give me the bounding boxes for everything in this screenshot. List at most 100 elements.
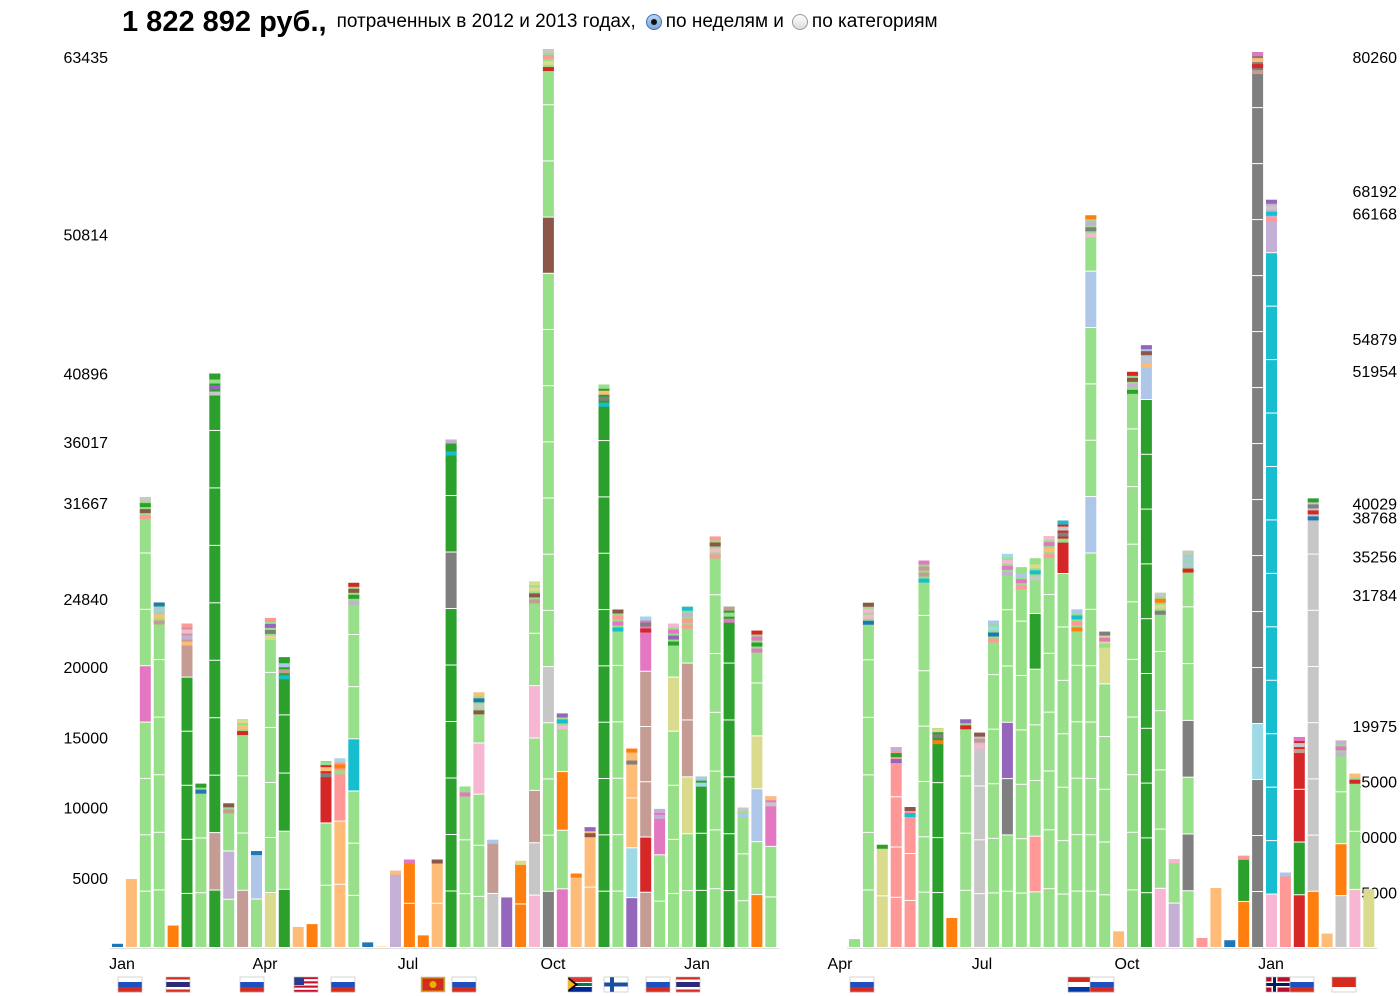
week-bar[interactable] [153, 602, 165, 947]
week-bar[interactable] [1293, 737, 1305, 947]
week-bar[interactable] [529, 581, 540, 947]
week-bar[interactable] [960, 719, 972, 947]
week-bar[interactable] [612, 609, 624, 947]
radio-categories-indicator[interactable] [791, 14, 808, 30]
week-bar[interactable] [570, 873, 582, 947]
radio-by-weeks[interactable]: по неделям и [645, 11, 784, 33]
week-bar[interactable] [139, 497, 151, 947]
week-bar[interactable] [1363, 889, 1375, 947]
week-bar[interactable] [723, 606, 735, 947]
week-bar[interactable] [584, 827, 596, 947]
bar-segment [695, 890, 707, 947]
week-bar[interactable] [598, 384, 610, 947]
week-bar[interactable] [918, 560, 930, 947]
week-bar[interactable] [417, 935, 429, 947]
week-bar[interactable] [1182, 550, 1194, 947]
week-bar[interactable] [681, 606, 693, 947]
week-bar[interactable] [988, 620, 999, 947]
week-bar[interactable] [251, 851, 262, 947]
bar-segment [1127, 429, 1138, 487]
week-bar[interactable] [654, 808, 666, 947]
week-bar[interactable] [1168, 859, 1180, 947]
week-bar[interactable] [1252, 52, 1264, 947]
week-bar[interactable] [431, 859, 443, 947]
week-bar[interactable] [334, 758, 346, 947]
bar-segment [362, 942, 374, 947]
week-bar[interactable] [1196, 938, 1208, 947]
week-bar[interactable] [668, 623, 679, 947]
week-bar[interactable] [1099, 631, 1111, 947]
week-bar[interactable] [542, 49, 554, 947]
week-bar[interactable] [974, 732, 986, 947]
week-bar[interactable] [1057, 520, 1069, 947]
week-bar[interactable] [195, 783, 207, 947]
week-bar[interactable] [1238, 855, 1250, 947]
week-bar[interactable] [1266, 199, 1277, 947]
bar-segment [209, 545, 221, 603]
week-bar[interactable] [946, 918, 958, 947]
week-bar[interactable] [501, 897, 513, 947]
week-bar[interactable] [167, 925, 179, 947]
week-bar[interactable] [1015, 567, 1027, 947]
week-bar[interactable] [237, 719, 249, 947]
week-bar[interactable] [306, 924, 318, 947]
week-bar[interactable] [348, 582, 360, 947]
week-bar[interactable] [640, 616, 652, 947]
bar-segment [932, 893, 944, 947]
week-bar[interactable] [737, 807, 749, 947]
week-bar[interactable] [125, 879, 137, 947]
week-bar[interactable] [1071, 609, 1083, 947]
week-bar[interactable] [1043, 536, 1055, 947]
week-bar[interactable] [1307, 498, 1319, 947]
week-bar[interactable] [1224, 940, 1236, 947]
radio-by-categories[interactable]: по категориям [791, 11, 938, 33]
week-bar[interactable] [320, 761, 332, 947]
bar-segment [1266, 466, 1277, 520]
week-bar[interactable] [751, 630, 763, 947]
week-bar[interactable] [1001, 553, 1013, 947]
week-bar[interactable] [473, 692, 485, 947]
week-bar[interactable] [932, 728, 944, 947]
week-bar[interactable] [1154, 592, 1166, 947]
week-bar[interactable] [890, 747, 902, 947]
week-bar[interactable] [264, 617, 276, 947]
week-bar[interactable] [223, 803, 235, 947]
week-bar[interactable] [1140, 345, 1152, 947]
week-bar[interactable] [1321, 933, 1333, 947]
week-bar[interactable] [209, 373, 221, 947]
week-bar[interactable] [695, 776, 707, 947]
radio-weeks-indicator[interactable] [645, 14, 662, 30]
week-bar[interactable] [112, 943, 123, 947]
week-bar[interactable] [362, 942, 374, 947]
week-bar[interactable] [390, 870, 401, 947]
week-bar[interactable] [1279, 872, 1291, 947]
week-bar[interactable] [904, 807, 916, 947]
week-bar[interactable] [626, 748, 638, 947]
week-bar[interactable] [1210, 888, 1222, 947]
week-bar[interactable] [459, 786, 471, 947]
week-bar[interactable] [765, 796, 777, 947]
week-bar[interactable] [403, 859, 415, 947]
week-bar[interactable] [1029, 558, 1041, 947]
week-bar[interactable] [487, 839, 499, 947]
week-bar[interactable] [849, 939, 860, 947]
week-bar[interactable] [1335, 740, 1347, 947]
week-bar[interactable] [445, 439, 457, 947]
week-bar[interactable] [876, 844, 888, 947]
week-bar[interactable] [709, 536, 721, 947]
week-bar[interactable] [1127, 371, 1138, 947]
bar-segment [445, 722, 457, 778]
week-bar[interactable] [556, 713, 568, 947]
week-bar[interactable] [1349, 773, 1361, 947]
bar-segment [529, 633, 540, 686]
week-bar[interactable] [515, 860, 527, 947]
week-bar[interactable] [1113, 931, 1125, 947]
week-bar[interactable] [292, 926, 304, 947]
bar-segment [1071, 609, 1083, 665]
week-bar[interactable] [862, 602, 874, 947]
bar-segment [542, 329, 554, 386]
bar-segment [1099, 895, 1111, 947]
week-bar[interactable] [1085, 215, 1097, 947]
week-bar[interactable] [278, 657, 290, 947]
week-bar[interactable] [181, 623, 193, 947]
